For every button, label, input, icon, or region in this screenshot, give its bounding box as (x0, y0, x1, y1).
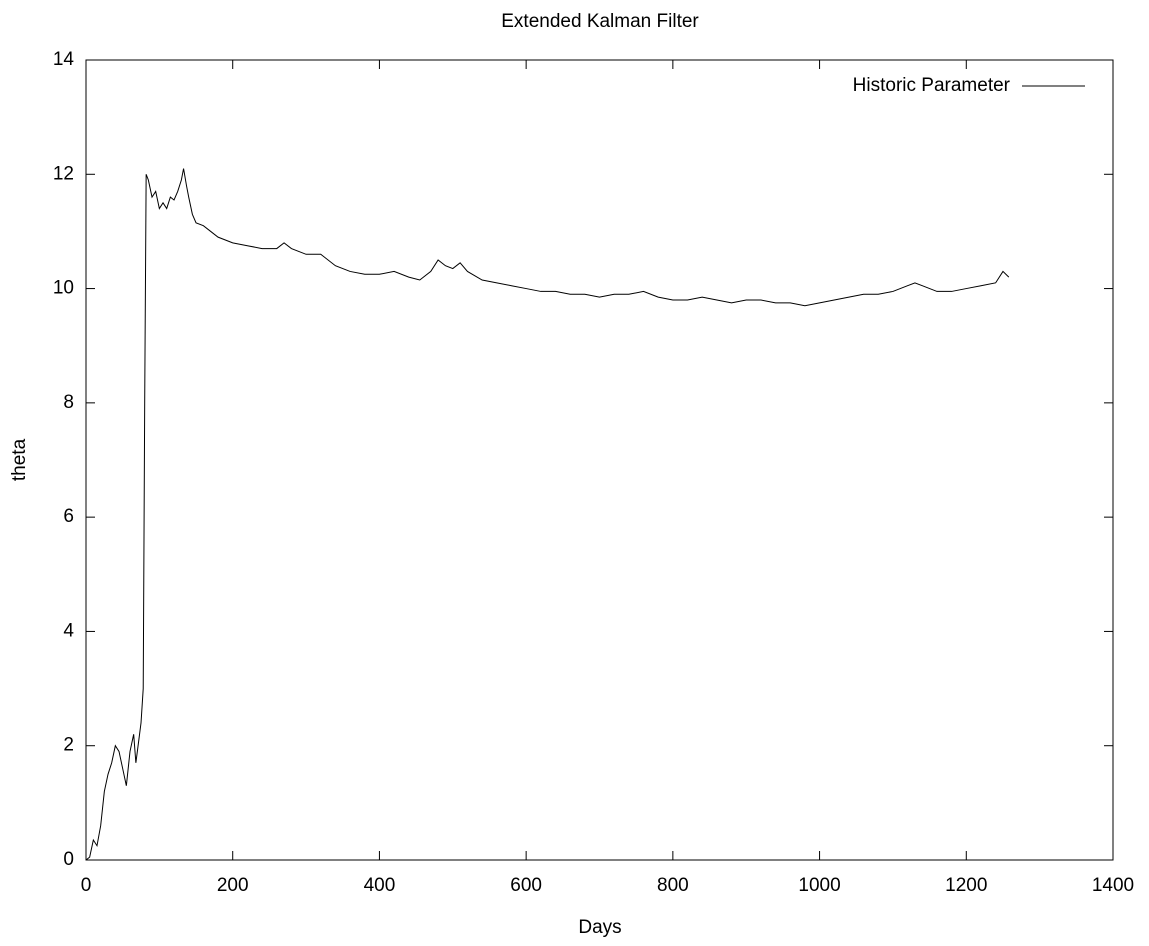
y-tick-label: 10 (53, 278, 74, 299)
x-tick-label: 600 (510, 875, 542, 896)
x-tick-label: 1000 (798, 875, 840, 896)
legend-label: Historic Parameter (853, 75, 1011, 96)
x-tick-label: 1200 (945, 875, 987, 896)
x-tick-label: 800 (657, 875, 689, 896)
y-tick-label: 8 (63, 392, 74, 413)
y-axis-label: theta (9, 438, 30, 481)
y-tick-label: 6 (63, 506, 74, 527)
y-tick-label: 12 (53, 163, 74, 184)
x-tick-label: 1400 (1092, 875, 1134, 896)
y-tick-label: 4 (63, 620, 74, 641)
chart-title: Extended Kalman Filter (501, 11, 699, 32)
plot-frame (85, 59, 1114, 861)
y-tick-label: 14 (53, 49, 75, 70)
y-tick-label: 0 (63, 849, 74, 870)
x-tick-label: 200 (217, 875, 249, 896)
data-line (85, 168, 1010, 861)
x-axis-label: Days (578, 917, 621, 938)
y-tick-label: 2 (63, 735, 74, 756)
x-tick-label: 0 (81, 875, 92, 896)
x-tick-label: 400 (364, 875, 396, 896)
